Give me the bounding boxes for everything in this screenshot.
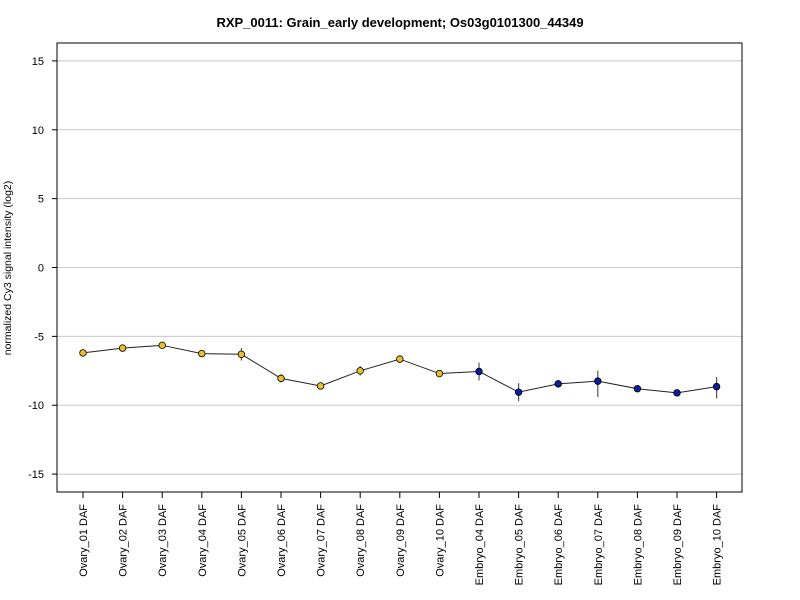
y-tick-label: 5 [38, 194, 44, 206]
x-tick-label: Embryo_04 DAF [474, 504, 486, 586]
data-point [673, 389, 681, 397]
x-tick-label: Ovary_01 DAF [78, 504, 90, 577]
data-point [475, 367, 483, 376]
y-tick-label: -15 [28, 469, 44, 481]
data-point [198, 349, 206, 358]
chart-title: RXP_0011: Grain_early development; Os03g… [216, 15, 583, 30]
y-tick-label: -5 [34, 331, 44, 343]
x-tick-label: Ovary_07 DAF [316, 504, 328, 577]
x-tick-label: Ovary_04 DAF [197, 504, 209, 577]
data-point [396, 355, 404, 363]
y-tick-label: -10 [28, 400, 44, 412]
data-point [514, 388, 523, 396]
y-axis-label: normalized Cy3 signal intensity (log2) [2, 181, 14, 356]
x-tick-label: Embryo_09 DAF [672, 504, 684, 586]
data-point [633, 385, 642, 393]
data-point [554, 380, 562, 388]
x-tick-label: Ovary_05 DAF [236, 504, 248, 577]
x-tick-label: Ovary_03 DAF [157, 504, 169, 577]
data-point [594, 377, 602, 385]
data-point [277, 374, 285, 383]
plot-frame [56, 42, 743, 493]
x-tick-label: Ovary_10 DAF [434, 504, 446, 577]
x-tick-label: Ovary_08 DAF [355, 504, 367, 577]
x-tick-label: Embryo_10 DAF [712, 504, 724, 586]
data-point [356, 367, 364, 375]
x-tick-label: Embryo_07 DAF [593, 504, 605, 586]
x-tick-label: Ovary_02 DAF [118, 504, 130, 577]
data-point [712, 382, 721, 391]
data-point [316, 382, 325, 390]
y-tick-label: 10 [32, 125, 44, 137]
y-tick-label: 15 [32, 56, 44, 68]
series-layer [79, 341, 721, 402]
data-point [118, 344, 127, 352]
data-point [435, 369, 444, 378]
series-line [82, 344, 717, 394]
data-point [79, 349, 87, 357]
gridlines [57, 60, 742, 475]
x-tick-label: Embryo_06 DAF [553, 504, 565, 586]
data-point [158, 341, 166, 350]
data-point [237, 350, 246, 358]
y-axis: 15 10 5 0 -5 -10 -15 [28, 56, 57, 481]
x-tick-label: Embryo_05 DAF [514, 504, 526, 586]
x-tick-label: Ovary_06 DAF [276, 504, 288, 577]
x-axis: Ovary_01 DAF Ovary_02 DAF Ovary_03 DAF Ovar… [78, 492, 724, 585]
x-tick-label: Ovary_09 DAF [395, 504, 407, 577]
x-tick-label: Embryo_08 DAF [632, 504, 644, 586]
y-tick-label: 0 [38, 263, 44, 275]
